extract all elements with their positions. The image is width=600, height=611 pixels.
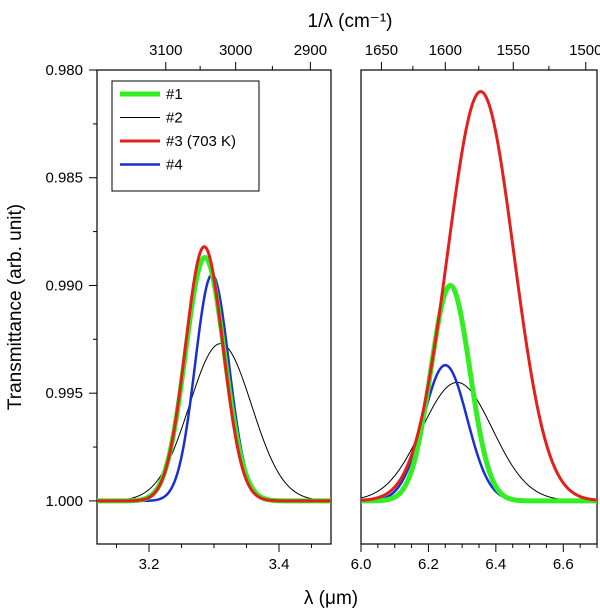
legend-label-3: #3 (703 K) [166, 133, 236, 150]
series-1-right-line [359, 282, 599, 504]
x2-tick-label: 1500 [569, 42, 600, 59]
ticks-layer: 0.980 0.985 0.990 0.995 1.000 3.2 3.4 3100 3000 2… [45, 42, 600, 573]
x2-tick-label: 1550 [497, 42, 530, 59]
y-tick-label: 0.980 [45, 62, 83, 79]
x2-tick-label: 1650 [365, 42, 398, 59]
series-1-left-line [95, 254, 333, 504]
x-tick-label: 6.2 [418, 556, 439, 573]
legend-label-4: #4 [166, 157, 183, 174]
x2-tick-label: 3000 [219, 42, 252, 59]
x-tick-label: 6.0 [351, 556, 372, 573]
y-tick-label: 0.990 [45, 277, 83, 294]
series-3-left-line [96, 245, 332, 503]
series-2-left-line [96, 343, 332, 502]
legend-box [111, 80, 260, 192]
x-tick-label: 6.6 [553, 556, 574, 573]
x-tick-label: 3.2 [139, 556, 160, 573]
x2-tick-label: 1600 [429, 42, 462, 59]
series-3-right-line [360, 90, 598, 502]
x-axis-title: λ (μm) [304, 588, 358, 609]
series-4-left-line [96, 273, 332, 503]
legend-items: #1 #2 #3 (703 K) #4 [120, 86, 236, 174]
legend: #1 #2 #3 (703 K) #4 [111, 80, 260, 192]
curves-layer [95, 90, 599, 504]
y-axis-title: Transmittance (arb. unit) [5, 204, 26, 410]
legend-label-2: #2 [166, 110, 183, 127]
legend-label-1: #1 [166, 86, 183, 103]
x2-axis-title: 1/λ (cm⁻¹) [308, 11, 393, 32]
y-tick-label: 0.985 [45, 170, 83, 187]
x-tick-label: 6.4 [485, 556, 506, 573]
x2-tick-label: 2900 [294, 42, 327, 59]
x2-tick-label: 3100 [149, 42, 182, 59]
x-tick-label: 3.4 [269, 556, 290, 573]
y-tick-label: 1.000 [45, 493, 83, 510]
y-tick-label: 0.995 [45, 385, 83, 402]
